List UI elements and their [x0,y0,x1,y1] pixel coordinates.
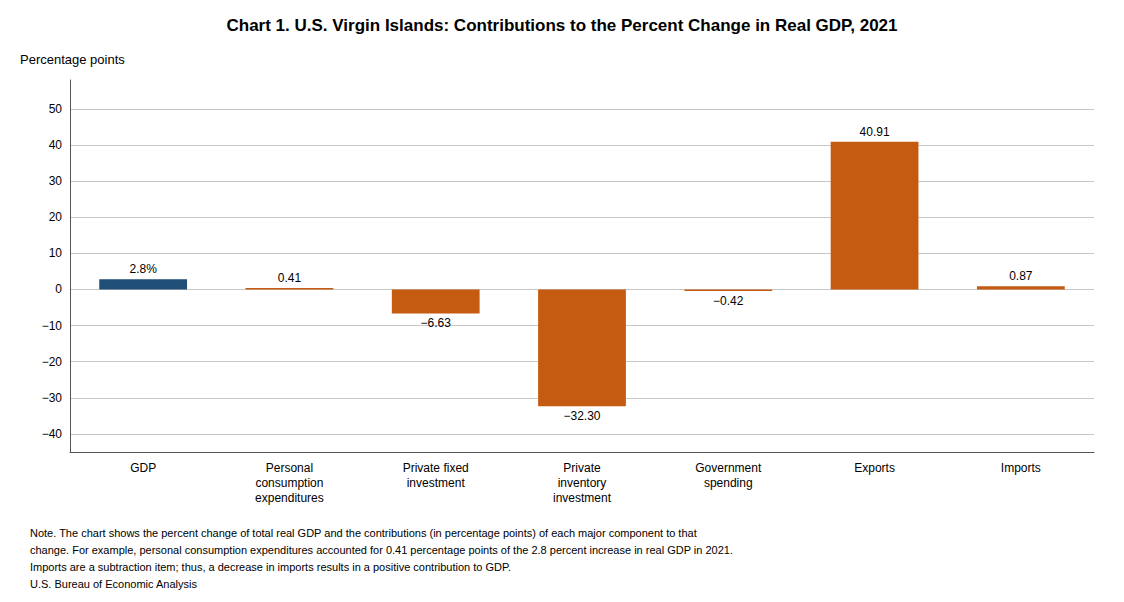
svg-text:−40: −40 [42,427,63,441]
svg-text:investment: investment [407,476,466,490]
svg-text:Exports: Exports [854,461,895,475]
svg-text:−0.42: −0.42 [713,294,744,308]
svg-text:50: 50 [49,102,63,116]
svg-text:40: 40 [49,138,63,152]
svg-text:GDP: GDP [130,461,156,475]
svg-text:−32.30: −32.30 [563,409,600,423]
svg-text:0.41: 0.41 [278,271,302,285]
svg-text:40.91: 40.91 [860,125,890,139]
svg-text:Private: Private [563,461,601,475]
svg-text:Chart 1. U.S. Virgin Islands:: Chart 1. U.S. Virgin Islands: Contributi… [226,16,897,35]
svg-text:U.S. Bureau of Economic Analys: U.S. Bureau of Economic Analysis [30,578,197,590]
svg-text:−20: −20 [42,355,63,369]
svg-text:consumption: consumption [255,476,323,490]
svg-text:2.8%: 2.8% [129,262,157,276]
svg-text:−10: −10 [42,319,63,333]
svg-text:30: 30 [49,174,63,188]
svg-text:−6.63: −6.63 [421,316,452,330]
svg-text:0: 0 [55,282,62,296]
svg-text:Percentage points: Percentage points [20,52,125,67]
svg-text:−30: −30 [42,391,63,405]
svg-text:Government: Government [695,461,762,475]
svg-text:change. For example, personal: change. For example, personal consumptio… [30,544,733,556]
svg-text:Personal: Personal [266,461,313,475]
svg-text:Private fixed: Private fixed [403,461,469,475]
svg-text:Imports: Imports [1001,461,1041,475]
svg-text:Imports are a subtraction item: Imports are a subtraction item; thus, a … [30,561,511,573]
svg-text:inventory: inventory [558,476,607,490]
svg-text:0.87: 0.87 [1009,269,1033,283]
svg-text:10: 10 [49,246,63,260]
svg-text:20: 20 [49,210,63,224]
svg-text:Note. The chart shows the perc: Note. The chart shows the percent change… [30,527,697,539]
svg-text:spending: spending [704,476,753,490]
svg-text:investment: investment [553,491,612,505]
svg-text:expenditures: expenditures [255,491,324,505]
